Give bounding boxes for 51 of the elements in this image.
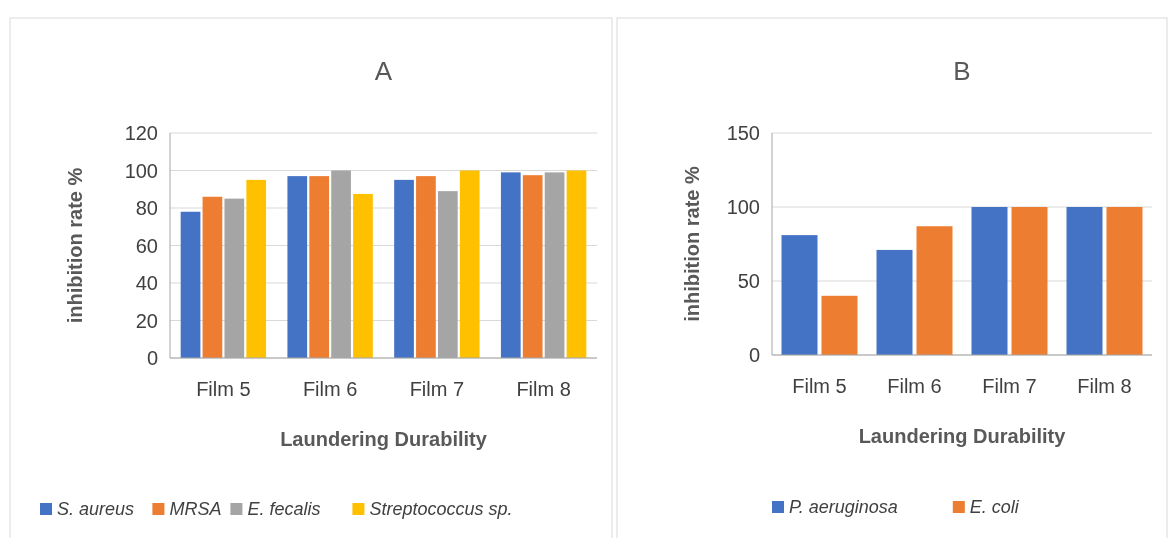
y-axis-title: inhibition rate % bbox=[64, 167, 86, 324]
bar bbox=[353, 193, 373, 358]
x-tick-label: Film 6 bbox=[887, 375, 942, 397]
x-axis-title: Laundering Durability bbox=[280, 428, 488, 450]
legend-label: P. aeruginosa bbox=[789, 497, 898, 517]
bar bbox=[821, 295, 858, 355]
y-tick-label: 0 bbox=[748, 344, 760, 366]
bar bbox=[1011, 207, 1048, 355]
bar bbox=[202, 196, 223, 358]
bar bbox=[459, 170, 480, 358]
bar bbox=[916, 226, 953, 355]
bar bbox=[781, 235, 818, 355]
legend-label: MRSA bbox=[169, 499, 222, 519]
x-axis-title: Laundering Durability bbox=[858, 425, 1067, 447]
y-tick-label: 80 bbox=[135, 197, 158, 219]
legend-label: E. coli bbox=[969, 497, 1020, 517]
bar bbox=[1066, 207, 1103, 355]
y-axis-title: inhibition rate % bbox=[681, 166, 703, 322]
x-tick-label: Film 6 bbox=[302, 378, 358, 400]
y-tick-label: 100 bbox=[124, 159, 158, 182]
legend-label: S. aureus bbox=[57, 499, 135, 519]
y-tick-label: 50 bbox=[737, 270, 760, 292]
legend-label: Streptococcus sp. bbox=[369, 499, 513, 519]
y-tick-label: 60 bbox=[135, 234, 158, 257]
y-tick-label: 100 bbox=[726, 196, 760, 218]
x-tick-label: Film 5 bbox=[792, 375, 847, 397]
y-tick-label: 0 bbox=[146, 347, 158, 369]
bar bbox=[287, 176, 308, 358]
x-tick-label: Film 8 bbox=[516, 378, 571, 400]
y-tick-label: 120 bbox=[124, 122, 158, 144]
bar bbox=[246, 179, 267, 358]
x-tick-label: Film 5 bbox=[196, 378, 251, 400]
bar bbox=[500, 172, 521, 358]
bar bbox=[566, 170, 587, 358]
bar bbox=[180, 211, 201, 358]
legend-label: E. fecalis bbox=[247, 499, 321, 519]
bar bbox=[394, 179, 414, 358]
y-tick-label: 40 bbox=[135, 272, 158, 294]
bar bbox=[876, 249, 913, 355]
x-tick-label: Film 8 bbox=[1077, 375, 1132, 397]
bar bbox=[1106, 207, 1143, 355]
chart-title: A bbox=[374, 56, 393, 86]
chart-title: B bbox=[953, 56, 971, 86]
bar bbox=[971, 207, 1008, 355]
x-tick-label: Film 7 bbox=[982, 375, 1037, 397]
x-tick-label: Film 7 bbox=[409, 378, 465, 400]
y-tick-label: 150 bbox=[726, 122, 760, 144]
y-tick-label: 20 bbox=[135, 309, 158, 332]
bar bbox=[522, 175, 543, 358]
bar bbox=[416, 176, 436, 358]
bar bbox=[309, 176, 330, 358]
